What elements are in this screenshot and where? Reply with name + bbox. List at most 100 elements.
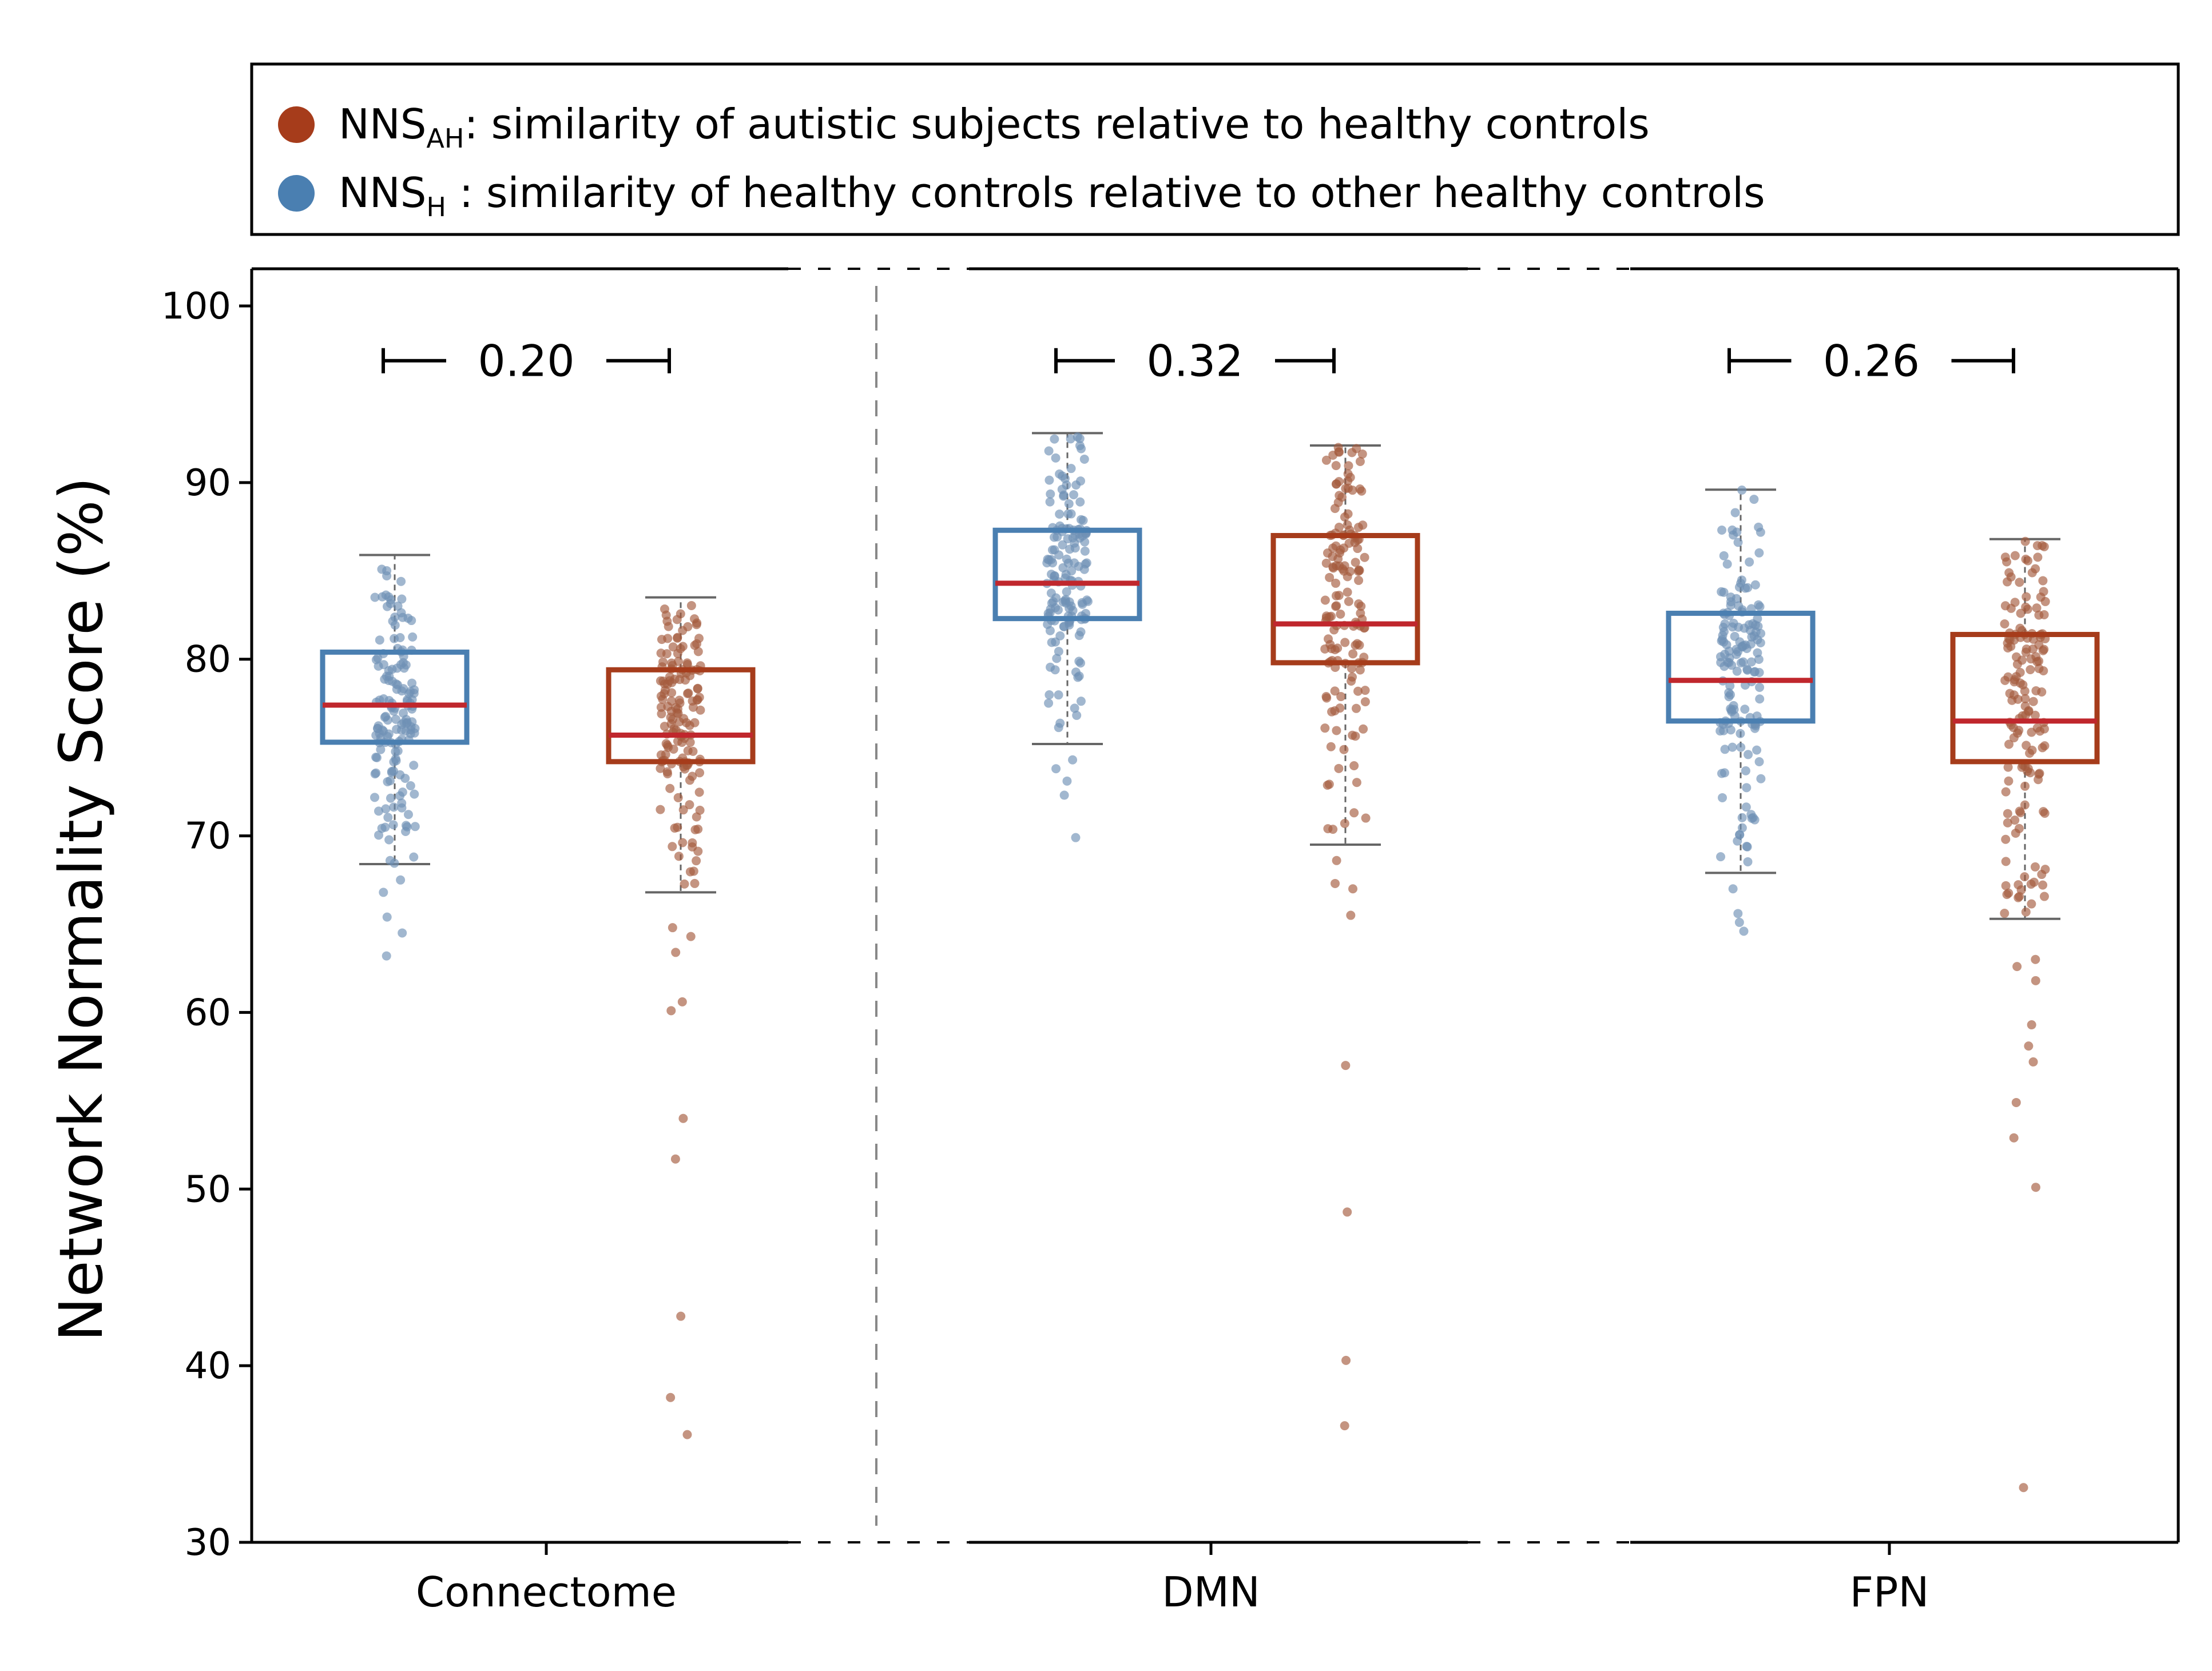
data-point: [2015, 806, 2024, 816]
data-point: [388, 616, 398, 626]
data-point: [1355, 665, 1365, 675]
data-point: [397, 594, 407, 604]
legend-frame: [250, 62, 2180, 236]
outlier-point: [670, 1154, 680, 1164]
data-point: [692, 695, 702, 705]
data-point: [678, 805, 688, 815]
data-point: [1754, 757, 1764, 767]
data-point: [1331, 578, 1341, 588]
data-point: [1344, 461, 1353, 471]
data-point: [2026, 654, 2036, 664]
legend-label-h: NNSH : similarity of healthy controls re…: [339, 169, 1765, 222]
box-iqr: [1666, 610, 1816, 724]
data-point: [2015, 578, 2024, 587]
data-point: [370, 793, 380, 802]
data-point: [668, 842, 677, 852]
data-point: [2038, 576, 2048, 586]
data-point: [392, 663, 402, 673]
data-point: [1360, 552, 1369, 562]
data-point: [1343, 469, 1353, 479]
data-point: [372, 753, 382, 762]
data-point: [1756, 527, 1765, 537]
data-point: [685, 775, 694, 785]
box-connectome-ah: [606, 596, 756, 1439]
box-plots: [320, 432, 2100, 1493]
data-point: [1063, 534, 1073, 544]
data-point: [1727, 525, 1737, 535]
data-point: [1736, 742, 1746, 752]
data-point: [1330, 686, 1340, 696]
outlier-point: [1733, 909, 1743, 918]
data-point: [1044, 698, 1054, 708]
axes-frame: [250, 267, 2180, 1544]
outlier-point: [2019, 1483, 2028, 1493]
data-point: [1361, 813, 1371, 823]
data-point: [2038, 880, 2048, 890]
data-point: [2020, 872, 2030, 882]
data-point: [1055, 631, 1065, 640]
data-point: [1076, 697, 1086, 706]
data-point: [693, 683, 702, 693]
data-point: [1339, 745, 1349, 754]
data-point: [392, 725, 402, 734]
data-point: [401, 821, 411, 830]
data-point: [1340, 818, 1349, 828]
data-point: [695, 768, 705, 778]
data-point: [1344, 596, 1353, 606]
outlier-point: [682, 1430, 692, 1439]
data-point: [383, 813, 393, 822]
data-point: [685, 867, 695, 877]
data-point: [695, 805, 705, 815]
data-point: [1741, 802, 1751, 812]
data-point: [395, 770, 405, 779]
data-point: [1744, 750, 1753, 759]
data-point: [1328, 825, 1338, 834]
data-point: [1062, 587, 1071, 596]
y-tick-label-80: 80: [185, 639, 231, 681]
outlier-point: [676, 1311, 686, 1321]
data-point: [673, 632, 682, 642]
data-point: [375, 635, 384, 645]
data-point: [673, 822, 682, 832]
data-point: [377, 823, 387, 833]
data-point: [374, 830, 384, 840]
data-point: [1051, 453, 1061, 463]
data-point: [1749, 495, 1759, 504]
data-point: [2033, 552, 2043, 562]
data-point: [2005, 689, 2015, 698]
data-point: [410, 789, 419, 799]
data-point: [396, 608, 406, 618]
data-point: [2020, 536, 2030, 546]
data-point: [1334, 523, 1344, 532]
data-point: [656, 750, 666, 760]
data-point: [1343, 509, 1353, 519]
data-point: [396, 576, 406, 586]
legend-marker-ah: [278, 106, 315, 143]
data-point: [1069, 490, 1078, 500]
data-point: [1351, 703, 1361, 713]
y-tick-label-100: 100: [161, 285, 231, 328]
data-point: [1066, 464, 1076, 474]
legend-marker-h: [278, 175, 315, 212]
data-point: [2020, 781, 2030, 791]
data-point: [2009, 733, 2019, 743]
data-point: [1072, 710, 1082, 720]
data-point: [1719, 551, 1729, 560]
data-point: [1333, 554, 1343, 564]
data-point: [680, 879, 689, 889]
data-point: [1058, 540, 1067, 550]
data-point: [1724, 692, 1734, 702]
data-point: [2018, 711, 2027, 721]
data-point: [2030, 710, 2040, 720]
data-point: [1070, 703, 1079, 713]
data-point: [1055, 509, 1065, 519]
data-point: [657, 709, 666, 719]
data-point: [384, 835, 394, 845]
data-point: [409, 852, 419, 862]
outlier-point: [1332, 856, 1341, 865]
data-point: [385, 776, 395, 786]
y-tick-label-50: 50: [185, 1168, 231, 1211]
data-point: [2012, 659, 2022, 669]
data-point: [663, 634, 673, 643]
data-point: [1732, 594, 1741, 603]
